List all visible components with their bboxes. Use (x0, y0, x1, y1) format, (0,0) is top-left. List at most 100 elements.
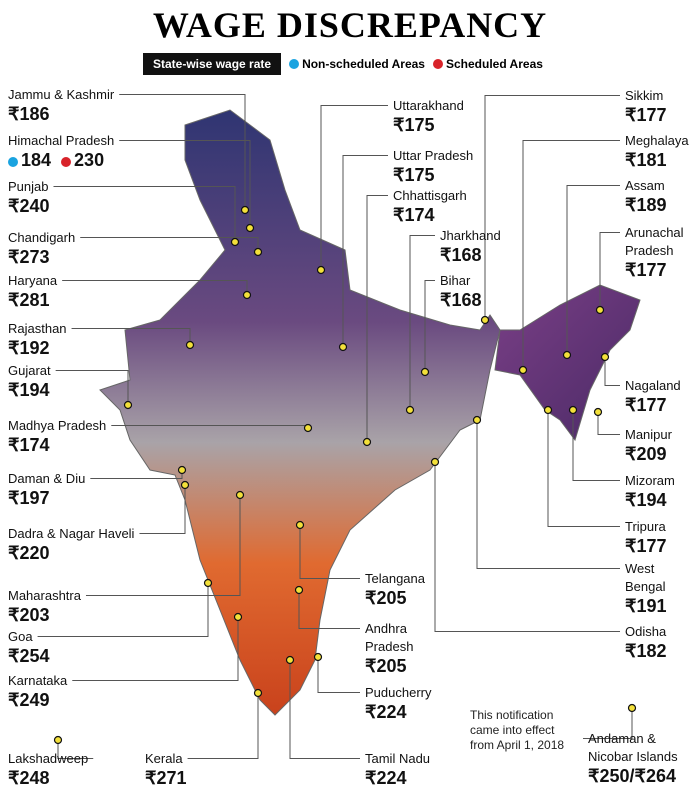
state-name: Haryana (8, 273, 58, 288)
state-label: Dadra & Nagar Haveli ₹220 (8, 525, 148, 564)
state-dot (185, 340, 195, 350)
state-dot (177, 465, 187, 475)
leader-line (37, 583, 209, 637)
leader-line (139, 485, 186, 534)
state-name: Daman & Diu (8, 471, 86, 486)
state-wage: ₹177 (625, 395, 667, 415)
state-name: Tripura (625, 519, 666, 534)
state-dot (245, 223, 255, 233)
leader-line (53, 186, 236, 242)
state-name: West Bengal (625, 561, 666, 594)
state-name: Andaman & Nicobar Islands (588, 731, 678, 764)
state-name: Uttarakhand (393, 98, 464, 113)
state-dot (303, 423, 313, 433)
leader-line (547, 410, 620, 527)
legend-label: Non-scheduled Areas (302, 57, 425, 71)
leader-line (119, 94, 246, 210)
state-label: Telangana ₹205 (365, 570, 425, 609)
state-name: Telangana (365, 571, 425, 586)
state-label: Puducherry ₹224 (365, 684, 431, 723)
wage-non-scheduled: 184 (21, 150, 52, 170)
leader-line (62, 280, 248, 295)
state-label: Nagaland ₹177 (625, 377, 681, 416)
state-label: Chandigarh ₹273 (8, 229, 75, 268)
state-label: Bihar ₹168 (440, 272, 481, 311)
state-label: Maharashtra ₹203 (8, 587, 81, 626)
leader-line (55, 370, 129, 405)
leader-line (424, 280, 435, 372)
state-label: Karnataka ₹249 (8, 672, 67, 711)
state-wage: ₹240 (8, 196, 50, 216)
state-dot (123, 400, 133, 410)
state-dot (240, 205, 250, 215)
state-name: Jharkhand (440, 228, 501, 243)
legend-dot (61, 157, 72, 167)
leader-line (80, 237, 259, 252)
state-dot (362, 437, 372, 447)
leader-line (434, 462, 620, 632)
state-name: Arunachal Pradesh (625, 225, 684, 258)
state-wage: ₹273 (8, 247, 50, 267)
state-wage: ₹175 (393, 165, 435, 185)
legend-dot (8, 157, 18, 167)
state-name: Puducherry (365, 685, 432, 700)
state-wage: ₹168 (440, 290, 482, 310)
state-wage: ₹177 (625, 105, 667, 125)
state-label: Uttar Pradesh ₹175 (393, 147, 473, 186)
leader-line (298, 590, 360, 629)
state-dot (562, 350, 572, 360)
state-label: Rajasthan ₹192 (8, 320, 67, 359)
wage-scheduled: 230 (74, 150, 105, 170)
leader-line (342, 155, 388, 347)
state-label: Kerala ₹271 (145, 750, 186, 789)
state-name: Mizoram (625, 473, 675, 488)
leader-line (320, 105, 388, 270)
state-label: Sikkim ₹177 (625, 87, 666, 126)
state-dot (285, 655, 295, 665)
state-wage: ₹194 (8, 380, 50, 400)
leader-line (317, 657, 360, 693)
state-wage: ₹192 (8, 338, 50, 358)
state-label: Daman & Diu ₹197 (8, 470, 85, 509)
leader-line (71, 328, 191, 345)
state-wage: ₹224 (365, 702, 407, 722)
leader-line (187, 693, 259, 759)
state-name: Rajasthan (8, 321, 67, 336)
state-dot (235, 490, 245, 500)
leader-line (119, 140, 251, 228)
state-dot (294, 585, 304, 595)
state-label: Punjab ₹240 (8, 178, 49, 217)
state-dot (430, 457, 440, 467)
leader-line (366, 195, 388, 442)
state-wage: ₹203 (8, 605, 50, 625)
state-name: Punjab (8, 179, 49, 194)
leader-line (409, 235, 435, 410)
state-dot (480, 315, 490, 325)
state-wage: ₹271 (145, 768, 187, 788)
leader-line (599, 232, 620, 310)
state-label: Andaman & Nicobar Islands ₹250/₹264 (588, 730, 698, 787)
state-label: Jammu & Kashmir ₹186 (8, 86, 114, 125)
note: This notification came into effect from … (470, 708, 565, 752)
state-wage: ₹181 (625, 150, 667, 170)
state-name: Andhra Pradesh (365, 621, 414, 654)
state-name: Dadra & Nagar Haveli (8, 526, 135, 541)
state-dot (242, 290, 252, 300)
state-dot (593, 407, 603, 417)
state-name: Kerala (145, 751, 183, 766)
state-dot (230, 237, 240, 247)
state-dot (600, 352, 610, 362)
state-dot (595, 305, 605, 315)
state-dot (543, 405, 553, 415)
state-wage: ₹205 (365, 588, 407, 608)
state-wage: ₹174 (393, 205, 435, 225)
state-name: Uttar Pradesh (393, 148, 474, 163)
leader-line (299, 525, 360, 579)
legend-item: Non-scheduled Areas (289, 57, 425, 71)
state-dot (313, 652, 323, 662)
state-name: Nagaland (625, 378, 681, 393)
state-label: Meghalaya ₹181 (625, 132, 689, 171)
legend: State-wise wage rate Non-scheduled Areas… (143, 53, 543, 75)
state-dot (472, 415, 482, 425)
leader-line (597, 412, 620, 435)
